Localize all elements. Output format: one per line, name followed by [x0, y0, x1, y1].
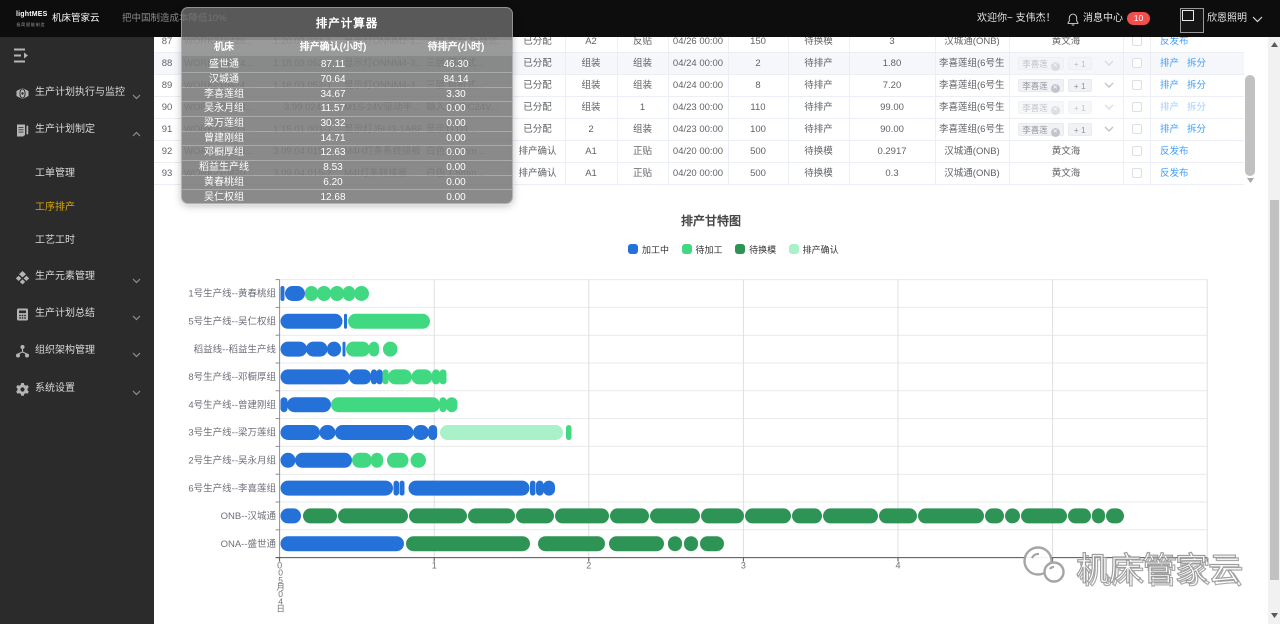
svg-text:2号生产线--吴永月组: 2号生产线--吴永月组 — [188, 455, 276, 467]
svg-text:5: 5 — [278, 575, 283, 585]
svg-text:6号生产线--李喜莲组: 6号生产线--李喜莲组 — [188, 482, 276, 494]
svg-text:4: 4 — [895, 561, 900, 571]
svg-text:3号生产线--梁万莲组: 3号生产线--梁万莲组 — [188, 427, 276, 439]
svg-text:日: 日 — [276, 604, 285, 614]
svg-text:3: 3 — [741, 561, 746, 571]
svg-text:机床管家云: 机床管家云 — [1079, 554, 1244, 590]
svg-text:机床管家云: 机床管家云 — [1076, 551, 1241, 587]
svg-text:月: 月 — [276, 582, 285, 592]
svg-text:ONB--汉城通: ONB--汉城通 — [221, 511, 277, 522]
svg-text:2: 2 — [586, 561, 591, 571]
svg-text:5号生产线--吴仁权组: 5号生产线--吴仁权组 — [188, 316, 276, 328]
svg-text:0: 0 — [277, 561, 282, 571]
svg-text:8号生产线--邓橱厚组: 8号生产线--邓橱厚组 — [188, 371, 276, 383]
svg-text:0: 0 — [278, 568, 283, 578]
svg-text:4: 4 — [278, 596, 283, 606]
svg-text:4号生产线--曾建刚组: 4号生产线--曾建刚组 — [188, 399, 276, 411]
svg-text:ONA--盛世通: ONA--盛世通 — [221, 538, 277, 550]
svg-text:稻益线--稻益生产线: 稻益线--稻益生产线 — [194, 343, 277, 355]
svg-text:1号生产线--黄春桃组: 1号生产线--黄春桃组 — [188, 288, 276, 300]
svg-text:1: 1 — [432, 561, 437, 571]
svg-text:0: 0 — [278, 589, 283, 599]
